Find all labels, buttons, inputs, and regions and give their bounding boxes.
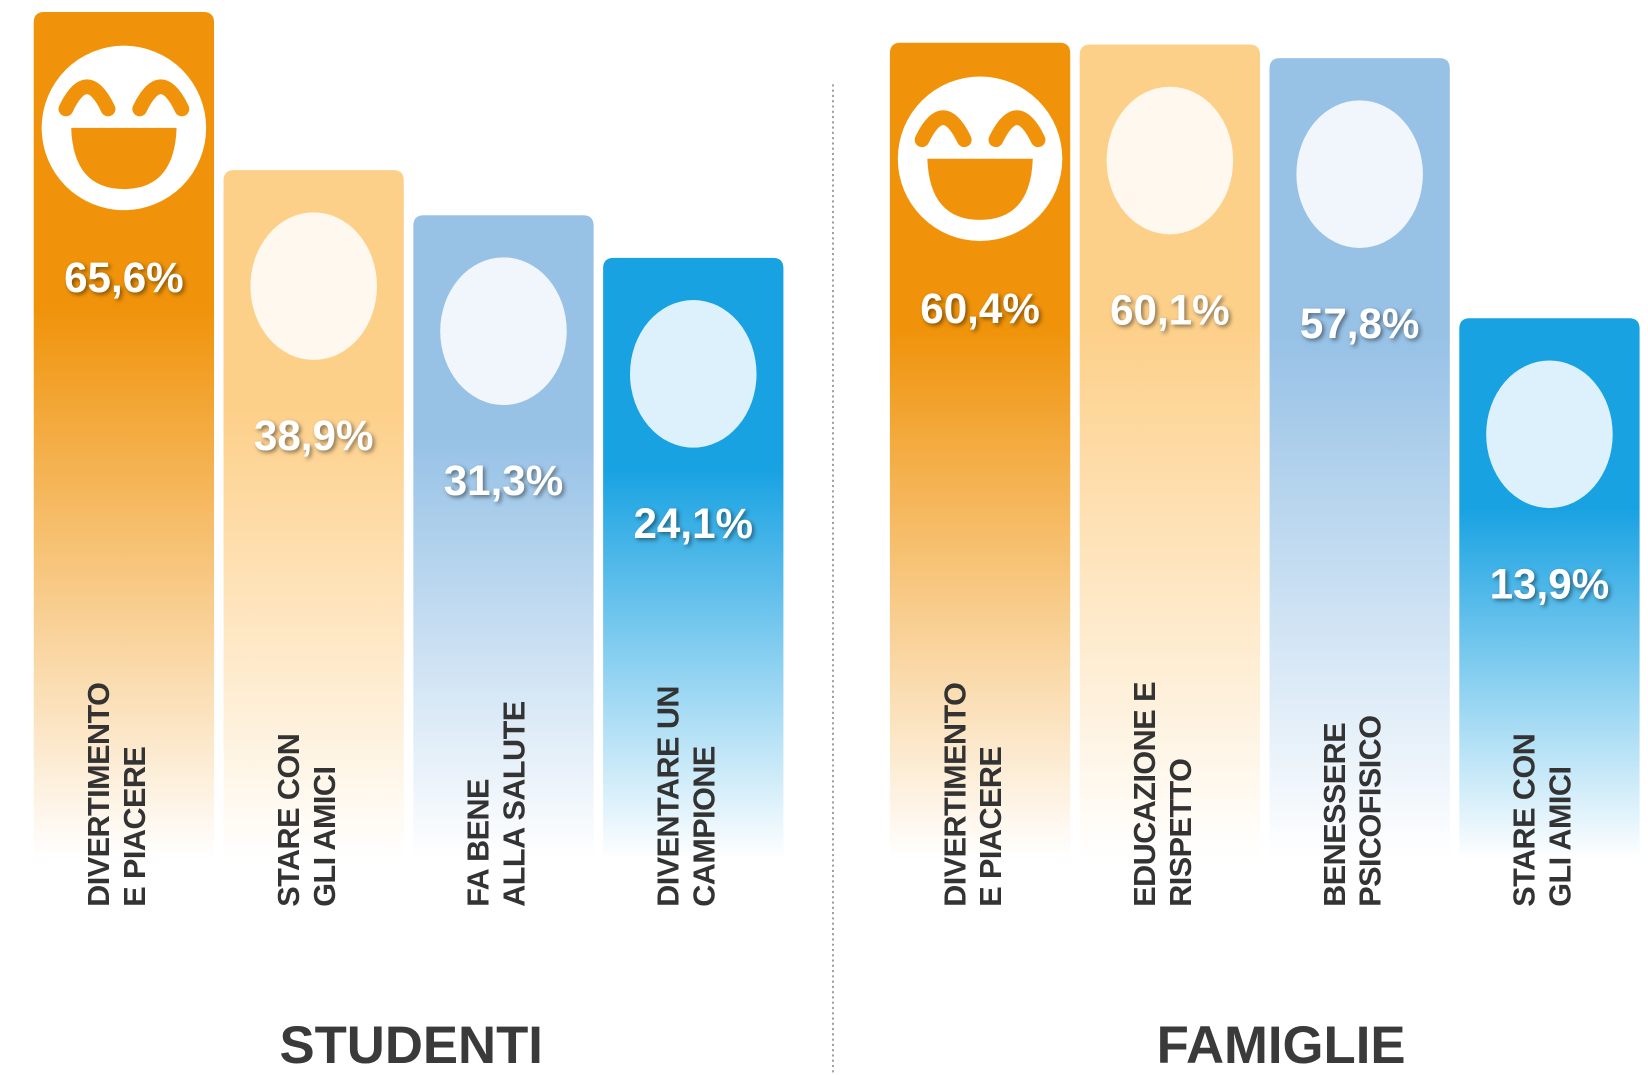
icon xyxy=(1296,100,1423,248)
value-label: 38,9% xyxy=(254,412,374,459)
category-label-group: FA BENE ALLA SALUTE xyxy=(461,569,545,906)
value-label: 60,1% xyxy=(1110,287,1230,334)
category-label-group: EDUCAZIONE E RISPETTO xyxy=(1128,569,1212,906)
icon xyxy=(440,257,567,405)
infographic: STUDENTI 65,6% DIVERTIMENTO E PIACERE 38,9%… xyxy=(0,0,1648,1075)
icon xyxy=(1486,360,1613,508)
value-label: 57,8% xyxy=(1300,300,1420,347)
value-label: 31,3% xyxy=(444,457,564,504)
category-label: EDUCAZIONE E RISPETTO xyxy=(1128,569,1200,906)
category-label-group: DIVERTIMENTO E PIACERE xyxy=(82,569,166,906)
category-label-group: DIVERTIMENTO E PIACERE xyxy=(938,569,1022,906)
category-label-group: STARE CON GLI AMICI xyxy=(1507,569,1591,906)
value-label: 24,1% xyxy=(633,500,753,547)
value-label: 60,4% xyxy=(920,285,1040,332)
category-label-box: STARE CON GLI AMICI xyxy=(1507,569,1591,906)
category-label-box: BENESSERE PSICOFISICO xyxy=(1317,569,1401,906)
category-label: STARE CON GLI AMICI xyxy=(272,569,344,906)
category-label-box: DIVENTARE UN CAMPIONE xyxy=(651,569,735,906)
category-label: DIVENTARE UN CAMPIONE xyxy=(651,569,723,906)
chart-title: STUDENTI xyxy=(279,1016,543,1075)
icon xyxy=(250,212,377,360)
category-label: DIVERTIMENTO E PIACERE xyxy=(938,569,1010,906)
category-label-group: STARE CON GLI AMICI xyxy=(272,569,356,906)
category-label-group: DIVENTARE UN CAMPIONE xyxy=(651,569,735,906)
category-label: DIVERTIMENTO E PIACERE xyxy=(82,569,154,906)
category-label-box: DIVERTIMENTO E PIACERE xyxy=(938,569,1022,906)
category-label-box: EDUCAZIONE E RISPETTO xyxy=(1128,569,1212,906)
icon xyxy=(630,300,757,448)
icon xyxy=(1107,87,1234,235)
category-label-box: FA BENE ALLA SALUTE xyxy=(461,569,545,906)
category-label-box: DIVERTIMENTO E PIACERE xyxy=(82,569,166,906)
category-label-box: STARE CON GLI AMICI xyxy=(272,569,356,906)
category-label: FA BENE ALLA SALUTE xyxy=(461,569,533,906)
value-label: 65,6% xyxy=(64,254,184,301)
category-label: STARE CON GLI AMICI xyxy=(1507,569,1579,906)
chart-title: FAMIGLIE xyxy=(1157,1016,1406,1075)
page: STUDENTI 65,6% DIVERTIMENTO E PIACERE 38,9%… xyxy=(0,0,1648,1075)
category-label-group: BENESSERE PSICOFISICO xyxy=(1317,569,1401,906)
category-label: BENESSERE PSICOFISICO xyxy=(1317,569,1389,906)
